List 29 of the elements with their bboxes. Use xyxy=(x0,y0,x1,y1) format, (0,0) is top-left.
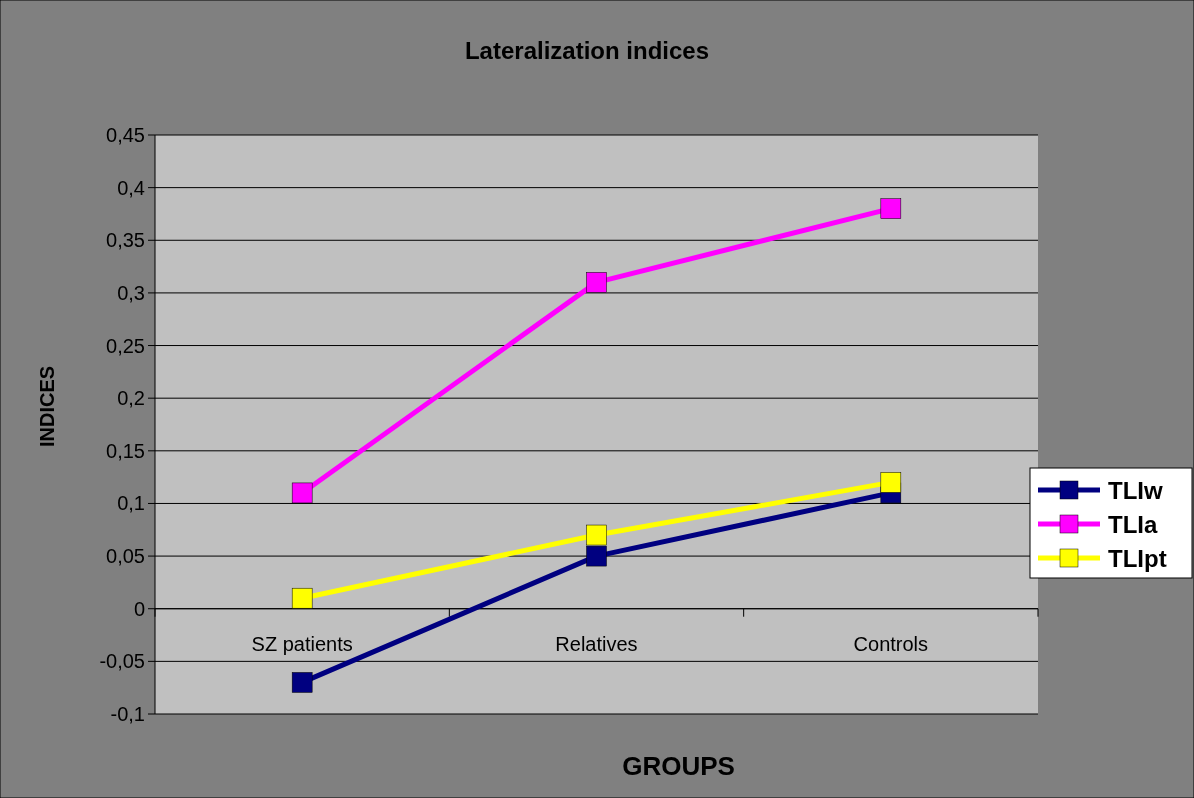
x-axis-title: GROUPS xyxy=(622,751,735,781)
point xyxy=(586,524,607,546)
y-tick-label: 0 xyxy=(133,597,145,620)
y-tick-label: 0,3 xyxy=(117,281,145,304)
x-tick-label: SZ patients xyxy=(251,632,353,655)
legend-label: TLIpt xyxy=(1108,545,1167,572)
y-tick-label: 0,05 xyxy=(106,545,145,568)
point xyxy=(586,545,607,567)
point xyxy=(291,672,313,693)
y-tick-label: 0,15 xyxy=(106,439,145,462)
y-tick-label: 0,45 xyxy=(106,124,145,146)
y-tick-label: -0,1 xyxy=(110,703,145,725)
x-tick-label: Relatives xyxy=(555,632,638,655)
legend-label: TLIw xyxy=(1108,477,1163,504)
y-tick-label: 0,25 xyxy=(106,334,145,357)
y-tick-label: 0,1 xyxy=(117,492,145,515)
chart-title: Lateralization indices xyxy=(464,37,710,64)
y-tick-label: 0,35 xyxy=(106,229,145,252)
point xyxy=(291,587,313,609)
legend-label: TLIa xyxy=(1108,511,1158,538)
point xyxy=(291,482,313,504)
point xyxy=(880,472,902,493)
y-axis-title: INDICES xyxy=(36,365,58,448)
x-tick-label: Controls xyxy=(853,632,929,655)
y-tick-label: 0,2 xyxy=(117,387,145,410)
y-tick-label: 0,4 xyxy=(117,176,145,199)
y-tick-label: -0,05 xyxy=(99,650,145,673)
point xyxy=(586,272,607,293)
point xyxy=(880,198,902,219)
